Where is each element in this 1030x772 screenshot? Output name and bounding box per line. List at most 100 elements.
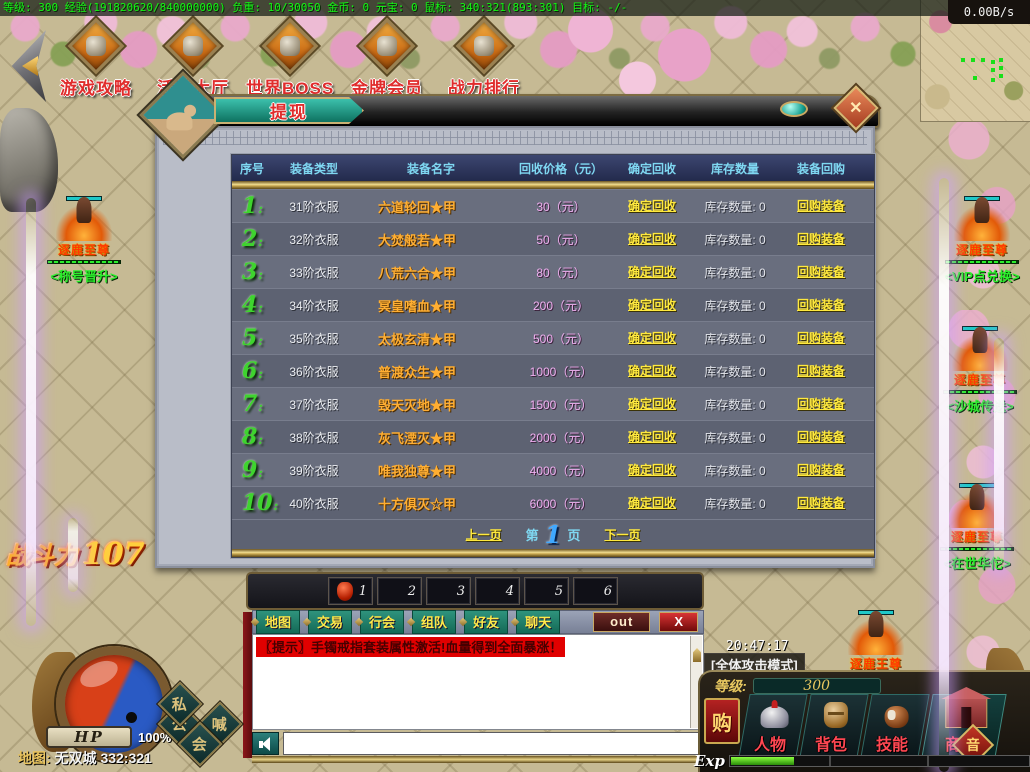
equip-type: 32阶衣服 — [289, 232, 339, 247]
bag-button[interactable]: 背包 — [799, 694, 869, 758]
hotbar-slot[interactable]: 1 — [328, 577, 373, 605]
stock-count: 库存数量: 0 — [704, 199, 766, 214]
row-number: 7: — [242, 391, 263, 417]
chat-tab[interactable]: 组队 — [412, 610, 457, 634]
chat-tab[interactable]: 交易 — [308, 610, 353, 634]
menu-diamond-icon — [164, 17, 222, 75]
withdraw-dialog: 提现 ✕ 序号 装备类型 装备名字 回收价格（元） 确定回收 库存数量 装备回购 1: 31… — [139, 71, 880, 572]
npc-vip-exchange[interactable]: 逐鹿至尊 <VIP点兑换> — [926, 196, 1030, 285]
confirm-recycle-link[interactable]: 确定回收 — [627, 265, 676, 279]
npc-healer[interactable]: 逐鹿至尊 <在世华佗> — [921, 483, 1030, 572]
menu-emblem-icon — [280, 36, 300, 56]
confirm-recycle-link[interactable]: 确定回收 — [627, 496, 676, 510]
chat-tab[interactable]: 行会 — [360, 610, 405, 634]
buy-button[interactable]: 购 — [704, 698, 740, 744]
fist-icon — [884, 706, 909, 728]
buyback-link[interactable]: 回购装备 — [796, 331, 845, 345]
confirm-recycle-link[interactable]: 确定回收 — [627, 397, 676, 411]
hp-percent: 100% — [138, 730, 172, 745]
next-page-link[interactable]: 下一页 — [604, 528, 641, 542]
character-button[interactable]: 人物 — [738, 694, 808, 758]
buyback-link[interactable]: 回购装备 — [796, 265, 845, 279]
scrollbar-thumb[interactable] — [693, 648, 701, 662]
map-label: 地图: — [18, 750, 51, 766]
buyback-link[interactable]: 回购装备 — [796, 496, 845, 510]
column-header: 装备类型 — [289, 161, 338, 176]
level-value: 300 — [752, 678, 881, 694]
gold-trim — [252, 756, 704, 763]
row-number: 1: — [242, 193, 263, 219]
confirm-recycle-link[interactable]: 确定回收 — [627, 364, 676, 378]
confirm-recycle-link[interactable]: 确定回收 — [627, 232, 676, 246]
menu-emblem-icon — [86, 36, 106, 56]
confirm-recycle-link[interactable]: 确定回收 — [627, 463, 676, 477]
skills-button[interactable]: 技能 — [860, 694, 930, 758]
column-header: 回收价格（元） — [518, 161, 603, 176]
row-number: 6: — [242, 358, 263, 384]
confirm-recycle-link[interactable]: 确定回收 — [627, 331, 676, 345]
npc-name: <VIP点兑换> — [944, 269, 1020, 284]
recycle-table: 序号 装备类型 装备名字 回收价格（元） 确定回收 库存数量 装备回购 1: 31阶衣服 六… — [231, 154, 875, 558]
buyback-link[interactable]: 回购装备 — [796, 430, 845, 444]
npc-sprite — [954, 205, 1010, 241]
recycle-price: 500（元） — [532, 331, 590, 346]
hotbar-slot[interactable]: 6 — [573, 577, 618, 605]
hotbar-slot[interactable]: 3 — [426, 577, 471, 605]
npc-dot-bar — [945, 260, 1019, 264]
stone-statue — [0, 108, 58, 212]
table-header-row: 序号 装备类型 装备名字 回收价格（元） 确定回收 库存数量 装备回购 — [232, 155, 874, 181]
stock-count: 库存数量: 0 — [704, 496, 766, 511]
buyback-link[interactable]: 回购装备 — [796, 199, 845, 213]
npc-name: <在世华佗> — [943, 556, 1011, 571]
map-value: 无双城 332:321 — [54, 750, 152, 766]
top-menu: 游戏攻略 活动大厅 世界BOSS 金牌会员 战力排行 — [52, 17, 528, 99]
chat-input[interactable] — [283, 732, 704, 755]
chat-tab[interactable]: 地图 — [256, 610, 301, 634]
npc-name: <称号晋升> — [50, 269, 118, 284]
menu-item[interactable]: 世界BOSS — [246, 17, 334, 99]
helmet-icon — [760, 706, 789, 728]
recycle-price: 1500（元） — [529, 397, 593, 412]
buyback-link[interactable]: 回购装备 — [796, 397, 845, 411]
buyback-link[interactable]: 回购装备 — [796, 364, 845, 378]
table-rows: 1: 31阶衣服 六道轮回★甲 30（元） 确定回收 库存数量: 0 回购装备 … — [232, 189, 874, 519]
npc-title-promotion[interactable]: 逐鹿至尊 <称号晋升> — [28, 196, 140, 285]
chat-tab[interactable]: 好友 — [464, 610, 509, 634]
stock-count: 库存数量: 0 — [704, 397, 766, 412]
hotbar-slot[interactable]: 2 — [377, 577, 422, 605]
equip-name: 冥皇嗜血★甲 — [378, 298, 457, 314]
buyback-link[interactable]: 回购装备 — [796, 298, 845, 312]
hotbar-slot[interactable]: 4 — [475, 577, 520, 605]
chat-out-button[interactable]: out — [593, 612, 651, 632]
hotbar-slot[interactable]: 5 — [524, 577, 569, 605]
minimap-player-dots — [961, 58, 965, 62]
confirm-recycle-link[interactable]: 确定回收 — [627, 298, 676, 312]
prev-page-link[interactable]: 上一页 — [465, 528, 502, 542]
map-location: 地图: 无双城 332:321 — [18, 748, 152, 768]
system-message: 〖提示〗手镯戒指套装属性激活!血量得到全面暴涨！ — [256, 637, 566, 657]
potion-item-icon — [337, 582, 353, 601]
combat-power-label: 战斗力 — [6, 541, 78, 570]
row-number: 5: — [242, 325, 263, 351]
quick-chat-buttons: 公喊会私 — [157, 681, 243, 767]
npc-occluded[interactable]: 逐鹿王尊 — [820, 610, 932, 680]
slot-number: 3 — [456, 584, 465, 599]
buyback-link[interactable]: 回购装备 — [796, 463, 845, 477]
confirm-recycle-link[interactable]: 确定回收 — [627, 430, 676, 444]
menu-item[interactable]: 战力排行 — [440, 17, 528, 99]
chat-tab[interactable]: 聊天 — [516, 610, 561, 634]
speaker-icon[interactable] — [252, 732, 279, 755]
menu-item[interactable]: 金牌会员 — [343, 17, 431, 99]
npc-title: 逐鹿至尊 — [57, 243, 110, 257]
equip-type: 36阶衣服 — [289, 364, 339, 379]
confirm-recycle-link[interactable]: 确定回收 — [627, 199, 676, 213]
chat-close-button[interactable]: X — [659, 612, 698, 632]
buyback-link[interactable]: 回购装备 — [796, 232, 845, 246]
table-row: 4: 34阶衣服 冥皇嗜血★甲 200（元） 确定回收 库存数量: 0 回购装备 — [232, 288, 874, 321]
table-row: 3: 33阶衣服 八荒六合★甲 80（元） 确定回收 库存数量: 0 回购装备 — [232, 255, 874, 288]
recycle-price: 200（元） — [532, 298, 590, 313]
chat-message-area[interactable]: 〖提示〗手镯戒指套装属性激活!血量得到全面暴涨！ — [252, 634, 704, 730]
equip-name: 六道轮回★甲 — [378, 199, 457, 215]
menu-item[interactable]: 游戏攻略 — [52, 17, 140, 99]
